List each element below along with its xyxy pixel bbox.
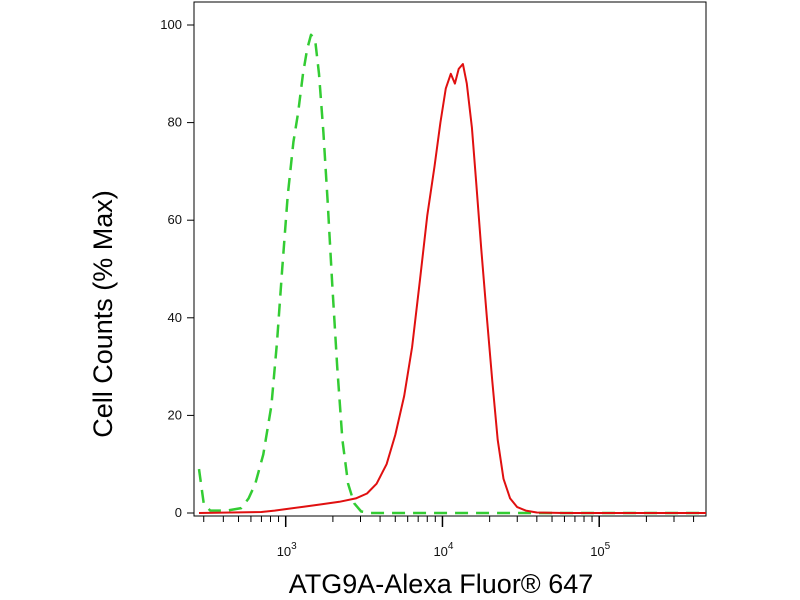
x-tick-label-100000: 105 bbox=[590, 541, 610, 559]
dashed-series-line-0 bbox=[197, 33, 706, 515]
y-axis-title: Cell Counts (% Max) bbox=[88, 190, 118, 438]
y-tick-label-40: 40 bbox=[168, 310, 182, 325]
y-tick-label-60: 60 bbox=[168, 212, 182, 227]
x-tick-label-1000: 103 bbox=[277, 541, 297, 559]
y-axis-ticks: 0 20 40 60 80 100 bbox=[160, 17, 194, 520]
solid-series-line-1 bbox=[198, 63, 706, 514]
y-tick-label-80: 80 bbox=[168, 115, 182, 130]
y-tick-label-0: 0 bbox=[175, 505, 182, 520]
y-tick-label-100: 100 bbox=[160, 17, 182, 32]
x-axis-ticks: 103 104 105 bbox=[203, 516, 695, 559]
series-layer bbox=[197, 33, 706, 515]
y-tick-label-20: 20 bbox=[168, 407, 182, 422]
x-tick-label-10000: 104 bbox=[433, 541, 453, 559]
x-axis-title: ATG9A-Alexa Fluor® 647 bbox=[289, 569, 594, 599]
plot-frame bbox=[193, 1, 707, 517]
